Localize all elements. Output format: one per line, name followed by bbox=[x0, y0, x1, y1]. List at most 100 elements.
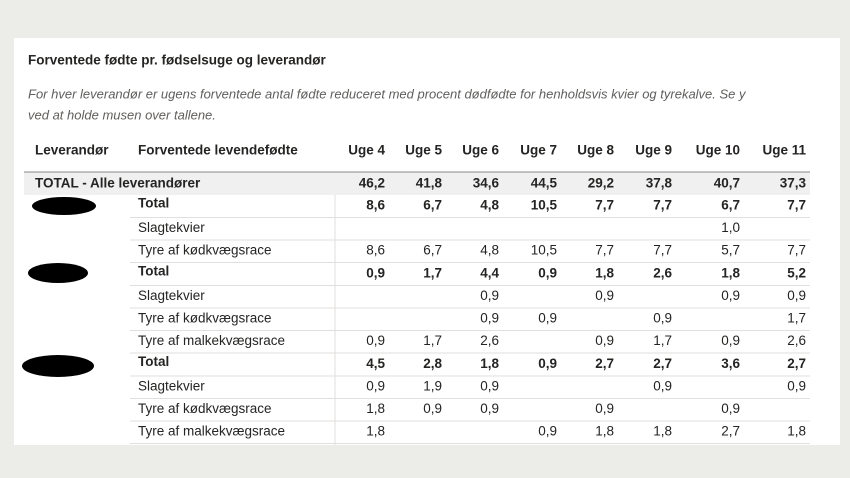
cell: 10,5 bbox=[531, 198, 558, 213]
cell: 0,9 bbox=[538, 424, 557, 439]
row-label: Tyre af malkekvægsrace bbox=[138, 424, 285, 439]
column-header: Leverandør bbox=[35, 143, 109, 158]
cell: 0,9 bbox=[538, 356, 557, 371]
column-header: Forventede levendefødte bbox=[138, 143, 298, 158]
cell: 0,9 bbox=[538, 266, 557, 281]
column-header: Uge 7 bbox=[520, 143, 557, 158]
column-header: Uge 4 bbox=[348, 143, 385, 158]
cell: 1,9 bbox=[423, 379, 442, 394]
cell: 0,9 bbox=[595, 401, 614, 416]
cell: 7,7 bbox=[787, 198, 806, 213]
cell: 1,7 bbox=[653, 333, 672, 348]
cell: 1,7 bbox=[423, 333, 442, 348]
cell: 0,9 bbox=[721, 333, 740, 348]
cell: 34,6 bbox=[473, 176, 500, 191]
cell: 2,6 bbox=[653, 266, 672, 281]
cell: 41,8 bbox=[416, 176, 443, 191]
column-header: Uge 5 bbox=[405, 143, 442, 158]
redaction bbox=[32, 197, 96, 215]
cell: 10,5 bbox=[531, 243, 557, 258]
cell: 0,9 bbox=[653, 311, 672, 326]
row-label: Tyre af kødkvægsrace bbox=[138, 401, 272, 416]
cell: 1,8 bbox=[480, 356, 499, 371]
cell: 0,9 bbox=[721, 288, 740, 303]
cell: 2,7 bbox=[595, 356, 614, 371]
cell: 5,7 bbox=[721, 243, 740, 258]
cell: 0,9 bbox=[423, 401, 442, 416]
cell: 0,9 bbox=[595, 333, 614, 348]
cell: 1,8 bbox=[595, 424, 614, 439]
row-label: Tyre af kødkvægsrace bbox=[138, 243, 272, 258]
redaction bbox=[22, 355, 94, 377]
cell: 0,9 bbox=[480, 401, 499, 416]
cell: 0,9 bbox=[653, 379, 672, 394]
cell: 2,7 bbox=[787, 356, 806, 371]
cell: 2,7 bbox=[721, 424, 740, 439]
cell: 7,7 bbox=[595, 243, 614, 258]
cell: 0,9 bbox=[787, 288, 806, 303]
cell: 1,8 bbox=[721, 266, 740, 281]
cell: 8,6 bbox=[366, 243, 385, 258]
column-header: Uge 9 bbox=[635, 143, 672, 158]
total-label: TOTAL - Alle leverandører bbox=[35, 176, 201, 191]
title: Forventede fødte pr. fødselsuge og lever… bbox=[28, 53, 327, 68]
cell: 44,5 bbox=[531, 176, 558, 191]
cell: 8,6 bbox=[366, 198, 385, 213]
cell: 4,4 bbox=[480, 266, 499, 281]
cell: 2,8 bbox=[423, 356, 442, 371]
cell: 3,6 bbox=[721, 356, 740, 371]
column-header: Uge 10 bbox=[696, 143, 740, 158]
cell: 46,2 bbox=[359, 176, 385, 191]
subtitle: For hver leverandør er ugens forventede … bbox=[28, 86, 747, 101]
row-label: Total bbox=[138, 264, 169, 279]
row-label: Slagtekvier bbox=[138, 220, 205, 235]
cell: 0,9 bbox=[366, 333, 385, 348]
cell: 4,8 bbox=[480, 198, 499, 213]
row-label: Tyre af malkekvægsrace bbox=[138, 333, 285, 348]
total-band bbox=[24, 172, 810, 195]
cell: 6,7 bbox=[721, 198, 740, 213]
cell: 37,3 bbox=[780, 176, 807, 191]
cell: 6,7 bbox=[423, 198, 442, 213]
cell: 40,7 bbox=[714, 176, 740, 191]
cell: 0,9 bbox=[366, 379, 385, 394]
row-label: Total bbox=[138, 196, 169, 211]
cell: 1,8 bbox=[595, 266, 614, 281]
cell: 0,9 bbox=[480, 288, 499, 303]
cell: 6,7 bbox=[423, 243, 442, 258]
cell: 1,7 bbox=[423, 266, 442, 281]
cell: 2,6 bbox=[787, 333, 806, 348]
cell: 4,5 bbox=[366, 356, 385, 371]
column-header: Uge 6 bbox=[462, 143, 499, 158]
cell: 29,2 bbox=[588, 176, 614, 191]
row-label: Slagtekvier bbox=[138, 379, 205, 394]
cell: 1,0 bbox=[721, 220, 740, 235]
cell: 0,9 bbox=[595, 288, 614, 303]
cell: 2,6 bbox=[480, 333, 499, 348]
cell: 0,9 bbox=[787, 379, 806, 394]
cell: 0,9 bbox=[538, 311, 557, 326]
column-header: Uge 8 bbox=[577, 143, 614, 158]
cell: 1,7 bbox=[787, 311, 806, 326]
cell: 1,8 bbox=[366, 401, 385, 416]
cell: 4,8 bbox=[480, 243, 499, 258]
cell: 7,7 bbox=[595, 198, 614, 213]
column-header: Uge 11 bbox=[762, 143, 806, 158]
row-label: Slagtekvier bbox=[138, 288, 205, 303]
cell: 1,8 bbox=[366, 424, 385, 439]
cell: 0,9 bbox=[480, 379, 499, 394]
redaction bbox=[28, 263, 88, 283]
panel bbox=[14, 38, 840, 445]
cell: 1,8 bbox=[787, 424, 806, 439]
cell: 0,9 bbox=[480, 311, 499, 326]
cell: 7,7 bbox=[653, 243, 672, 258]
row-label: Total bbox=[138, 354, 169, 369]
row-label: Tyre af kødkvægsrace bbox=[138, 311, 272, 326]
cell: 0,9 bbox=[721, 401, 740, 416]
cell: 1,8 bbox=[653, 424, 672, 439]
cell: 5,2 bbox=[787, 266, 806, 281]
cell: 7,7 bbox=[653, 198, 672, 213]
subtitle: ved at holde musen over tallene. bbox=[28, 107, 216, 122]
